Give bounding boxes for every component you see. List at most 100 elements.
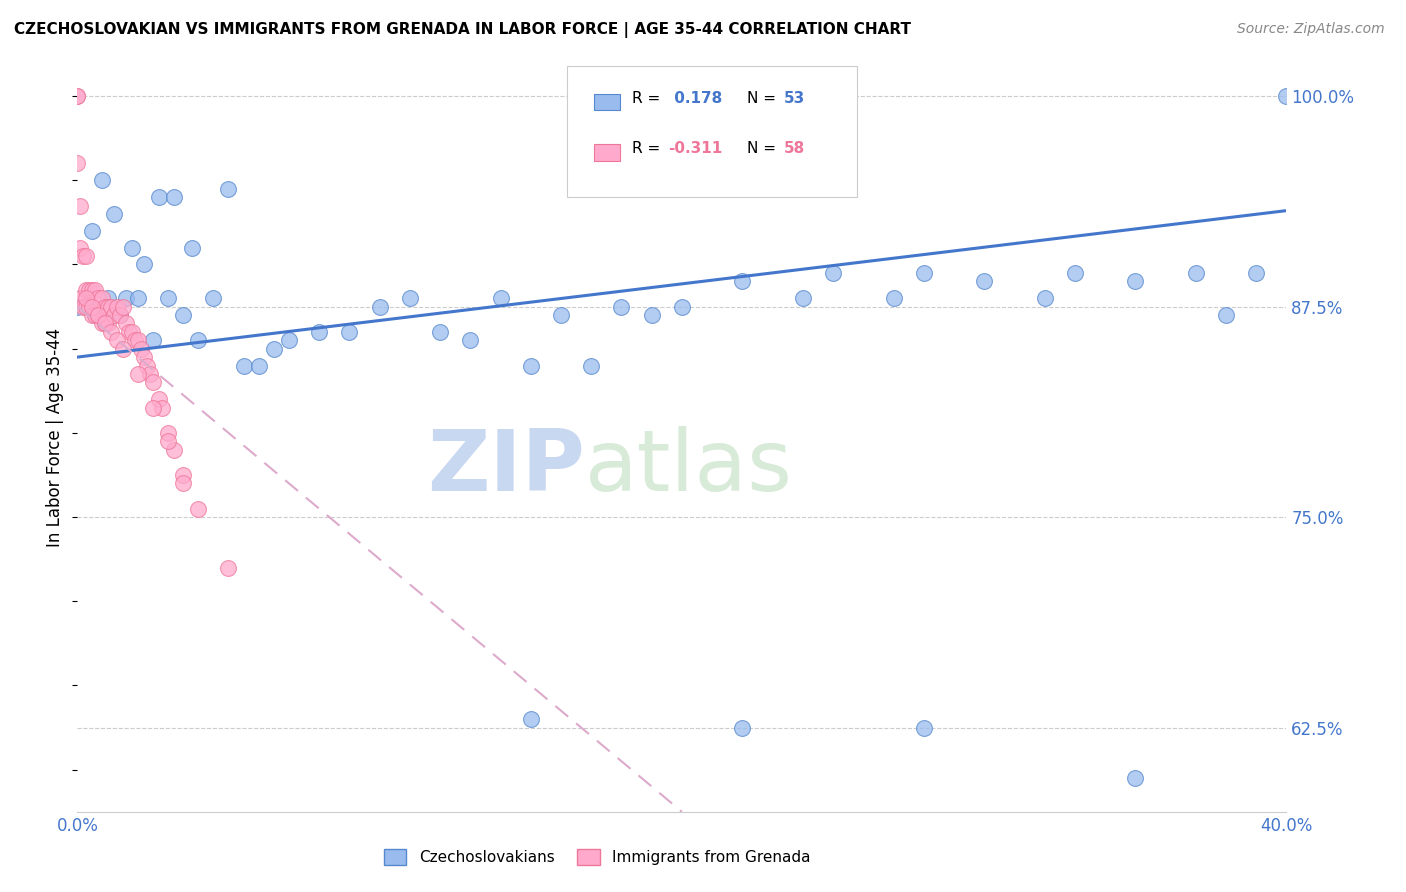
Point xyxy=(139,367,162,381)
Text: 53: 53 xyxy=(783,91,804,106)
Text: Source: ZipAtlas.com: Source: ZipAtlas.com xyxy=(1237,22,1385,37)
Point xyxy=(142,401,165,415)
Point xyxy=(489,291,512,305)
Point xyxy=(263,342,285,356)
Point xyxy=(671,300,693,314)
Point xyxy=(883,291,905,305)
Point xyxy=(1123,274,1146,288)
Point xyxy=(90,291,112,305)
Point xyxy=(172,467,194,482)
Point xyxy=(114,291,136,305)
Point xyxy=(792,291,814,305)
Point xyxy=(87,308,110,322)
Point xyxy=(75,249,97,263)
Point xyxy=(87,308,110,322)
Point xyxy=(69,241,91,255)
Point xyxy=(148,190,170,204)
Text: N =: N = xyxy=(747,91,782,106)
Point xyxy=(72,249,94,263)
Point xyxy=(79,300,101,314)
Point xyxy=(731,274,754,288)
Point xyxy=(100,300,122,314)
Text: CZECHOSLOVAKIAN VS IMMIGRANTS FROM GRENADA IN LABOR FORCE | AGE 35-44 CORRELATIO: CZECHOSLOVAKIAN VS IMMIGRANTS FROM GRENA… xyxy=(14,22,911,38)
Y-axis label: In Labor Force | Age 35-44: In Labor Force | Age 35-44 xyxy=(46,327,65,547)
Point xyxy=(127,333,149,347)
Point xyxy=(1123,771,1146,785)
Point xyxy=(142,333,165,347)
Point xyxy=(337,325,360,339)
Point xyxy=(69,291,91,305)
Point xyxy=(1064,266,1087,280)
Point xyxy=(129,342,152,356)
Point xyxy=(127,367,149,381)
Point xyxy=(610,300,633,314)
Point xyxy=(108,308,131,322)
Point xyxy=(148,392,170,407)
FancyBboxPatch shape xyxy=(567,66,858,197)
Point xyxy=(96,300,118,314)
Point xyxy=(111,342,134,356)
Point xyxy=(912,721,935,735)
Point xyxy=(157,434,180,449)
Point xyxy=(399,291,422,305)
Point xyxy=(520,359,543,373)
Point xyxy=(96,291,118,305)
Text: N =: N = xyxy=(747,141,782,156)
Point xyxy=(121,241,143,255)
Text: R =: R = xyxy=(633,91,665,106)
Point xyxy=(731,721,754,735)
Point xyxy=(150,401,173,415)
Point xyxy=(218,560,240,574)
Point xyxy=(1215,308,1237,322)
Point xyxy=(1275,89,1298,103)
Point xyxy=(114,317,136,331)
Point xyxy=(103,207,125,221)
Point xyxy=(368,300,391,314)
Point xyxy=(105,300,128,314)
Point xyxy=(1184,266,1206,280)
Point xyxy=(96,317,118,331)
Point xyxy=(973,274,995,288)
Point xyxy=(105,333,128,347)
Point xyxy=(278,333,301,347)
Point xyxy=(172,308,194,322)
Point xyxy=(100,325,122,339)
Point xyxy=(87,291,110,305)
Point xyxy=(90,317,112,331)
Text: -0.311: -0.311 xyxy=(669,141,723,156)
Point xyxy=(157,425,180,440)
Point xyxy=(641,308,664,322)
Point xyxy=(82,300,104,314)
Point xyxy=(550,308,572,322)
Point xyxy=(66,300,89,314)
Point xyxy=(821,266,844,280)
Point xyxy=(79,283,101,297)
Point xyxy=(103,308,125,322)
Point xyxy=(520,712,543,726)
Point xyxy=(181,241,204,255)
Legend: Czechoslovakians, Immigrants from Grenada: Czechoslovakians, Immigrants from Grenad… xyxy=(377,843,817,871)
FancyBboxPatch shape xyxy=(593,94,620,111)
Text: R =: R = xyxy=(633,141,665,156)
Point xyxy=(429,325,451,339)
Point xyxy=(163,442,186,457)
Point xyxy=(66,89,89,103)
Point xyxy=(127,291,149,305)
Point xyxy=(202,291,225,305)
Point xyxy=(458,333,481,347)
Point xyxy=(69,198,91,212)
Point xyxy=(232,359,254,373)
Point xyxy=(1246,266,1268,280)
Point xyxy=(187,333,209,347)
Point xyxy=(912,266,935,280)
Point xyxy=(163,190,186,204)
Point xyxy=(118,325,141,339)
Point xyxy=(135,359,157,373)
Text: 58: 58 xyxy=(783,141,804,156)
Text: atlas: atlas xyxy=(585,425,793,508)
Point xyxy=(82,308,104,322)
Point xyxy=(308,325,330,339)
Point xyxy=(66,89,89,103)
Point xyxy=(142,376,165,390)
Point xyxy=(82,224,104,238)
